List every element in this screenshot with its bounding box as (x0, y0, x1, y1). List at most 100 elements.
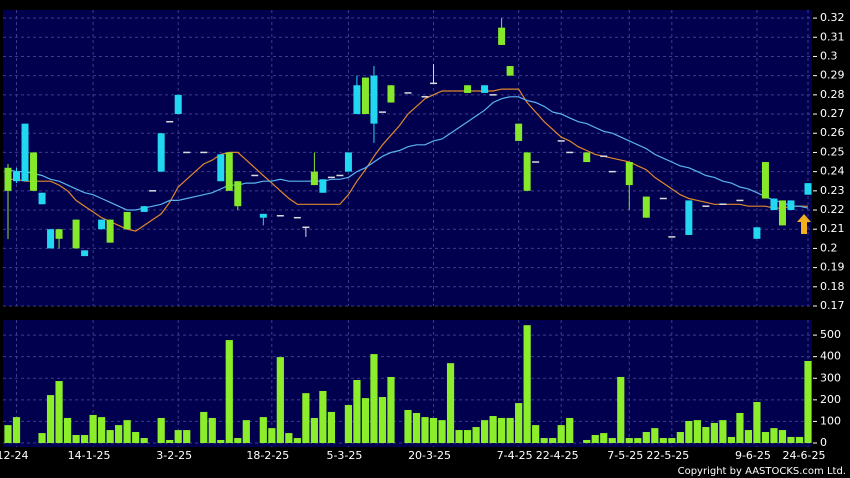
volume-bar (361, 398, 370, 443)
candle-body (761, 162, 769, 199)
volume-bar (557, 425, 565, 443)
volume-bar (285, 433, 293, 443)
volume-bar (217, 439, 225, 443)
volume-bar (183, 430, 191, 443)
y-tick-label: 500 (820, 328, 841, 341)
volume-bar (489, 416, 497, 443)
x-tick-label: 20-3-25 (408, 449, 451, 462)
volume-bar (387, 376, 395, 443)
y-tick-label: 0.24 (820, 165, 845, 178)
volume-bar (472, 427, 480, 443)
volume-bar (80, 435, 89, 443)
volume-bar (12, 417, 21, 443)
candle-body (157, 133, 165, 172)
volume-bar (268, 428, 276, 443)
volume-bar (506, 417, 514, 443)
volume-bar (344, 405, 353, 443)
y-tick-label: 0.32 (820, 11, 845, 24)
y-tick-label: 0.19 (820, 261, 845, 274)
volume-bar (498, 417, 506, 443)
x-tick-label: 22-4-25 (536, 449, 579, 462)
volume-bar (370, 354, 378, 443)
volume-bar (651, 428, 659, 443)
x-tick-label: 24-6-25 (783, 449, 826, 462)
volume-bar (795, 436, 804, 443)
volume-bar (600, 433, 608, 443)
volume-bar (744, 430, 753, 443)
candle-body (778, 200, 786, 226)
price-panel (3, 10, 812, 306)
volume-bar (761, 431, 770, 443)
volume-bar (668, 438, 676, 443)
volume-bar (515, 403, 523, 443)
volume-bar (132, 431, 140, 443)
candle-body (217, 154, 225, 182)
volume-bar (710, 422, 718, 443)
candle-body (174, 94, 182, 115)
y-tick-label: 0.25 (820, 145, 845, 158)
volume-bar (753, 402, 761, 443)
candle-body (642, 196, 650, 218)
candle-body (515, 123, 523, 141)
volume-bar (89, 414, 97, 443)
candle-body (753, 227, 761, 239)
volume-bar (787, 436, 795, 443)
volume-bar (778, 430, 787, 443)
volume-bar (4, 425, 12, 443)
volume-bar (438, 420, 446, 443)
x-tick-label: 7-5-25 (607, 449, 643, 462)
volume-bar (583, 439, 591, 443)
volume-bar (327, 411, 336, 443)
candle-body (370, 75, 378, 124)
volume-bar (685, 420, 693, 443)
volume-bar (625, 438, 633, 443)
volume-bar (523, 325, 531, 443)
candle-body (259, 213, 267, 218)
candle-body (804, 183, 812, 195)
x-tick-label: 22-5-25 (646, 449, 689, 462)
volume-bar (157, 417, 165, 443)
ma-line (8, 88, 808, 232)
volume-bar (702, 427, 710, 443)
volume-bar (276, 357, 284, 443)
volume-bar (617, 376, 625, 443)
candle-body (123, 211, 131, 230)
volume-bar (115, 425, 123, 443)
volume-bar (353, 379, 361, 443)
candle-body (140, 206, 148, 212)
y-tick-label: 0 (820, 436, 827, 449)
volume-bar (480, 420, 489, 443)
volume-bar (98, 417, 106, 443)
candle-body (106, 219, 114, 243)
y-tick-label: 200 (820, 393, 841, 406)
volume-bar (55, 381, 63, 443)
y-tick-label: 0.3 (820, 49, 838, 62)
x-tick-label: 7-4-25 (497, 449, 533, 462)
candle-body (625, 162, 633, 186)
volume-bar (463, 430, 472, 443)
x-tick-label: 3-2-25 (156, 449, 192, 462)
volume-bar (106, 430, 114, 443)
volume-bar (404, 409, 412, 443)
volume-bar (378, 397, 387, 443)
y-tick-label: 0.17 (820, 299, 845, 312)
y-tick-label: 300 (820, 371, 841, 384)
volume-bar (540, 438, 548, 443)
x-tick-label: 14-1-25 (68, 449, 111, 462)
volume-bar (310, 417, 318, 443)
volume-bar (446, 363, 455, 443)
volume-bar (140, 438, 148, 443)
volume-bar (770, 428, 778, 443)
volume-bar (566, 417, 574, 443)
volume-bar (676, 431, 684, 443)
candle-body (506, 66, 514, 76)
y-tick-label: 0.27 (820, 107, 845, 120)
candle-body (685, 200, 693, 235)
y-tick-label: 0.21 (820, 222, 845, 235)
candle-body (234, 181, 242, 207)
candle-body (4, 167, 12, 191)
candle-body (387, 85, 395, 103)
volume-bar (166, 439, 174, 443)
copyright: Copyright by AASTOCKS.com Ltd. (678, 466, 846, 477)
